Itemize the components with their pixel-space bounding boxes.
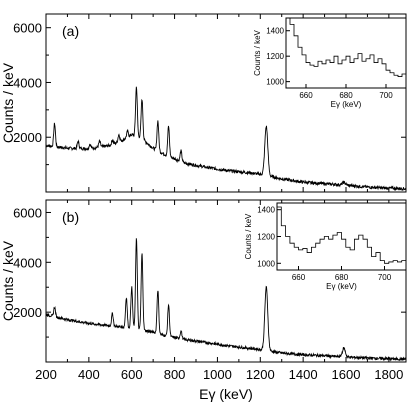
panel-b: 2000 4000 6000 200 400 600 800 1000 1200 1400 1600…: [0, 199, 407, 402]
inset-x-tick-label: 660: [292, 273, 306, 282]
inset-x-axis-label: Eγ (keV): [331, 100, 362, 109]
x-tick-label: 1000: [203, 367, 232, 382]
y-axis-label: Counts / keV: [0, 240, 16, 321]
x-tick-label: 600: [121, 367, 143, 382]
x-tick-label: 400: [78, 367, 100, 382]
inset-x-tick-label: 680: [339, 91, 353, 100]
panel-a: 2000 4000 6000 Counts / keV (a) 1000 1200 1400 6…: [0, 13, 407, 193]
inset-y-tick-label: 1200: [266, 52, 284, 61]
inset-y-tick-label: 1000: [257, 259, 275, 268]
y-tick-label: 4000: [13, 255, 42, 270]
inset-y-axis-label: Counts / keV: [244, 213, 253, 259]
x-tick-label: 1800: [374, 367, 403, 382]
inset-histogram-line: [286, 17, 406, 77]
inset-frame: [285, 17, 407, 89]
y-axis-label: Counts / keV: [0, 62, 16, 143]
x-tick-label: 1200: [246, 367, 275, 382]
inset-x-tick-label: 700: [379, 91, 393, 100]
x-axis-label: Eγ (keV): [199, 386, 253, 402]
panel-label: (a): [62, 23, 79, 39]
plot-frame: [45, 199, 407, 363]
inset-y-axis-label: Counts / keV: [253, 29, 262, 75]
inset-y-tick-label: 1400: [266, 27, 284, 36]
plot-frame: [45, 13, 407, 193]
inset-x-axis-label: Eγ (keV): [326, 282, 357, 291]
x-tick-label: 1400: [289, 367, 318, 382]
panel-label: (b): [62, 209, 79, 225]
y-tick-label: 6000: [13, 21, 42, 36]
y-tick-label: 2000: [13, 130, 42, 145]
inset-y-tick-label: 1400: [257, 206, 275, 215]
inset-x-tick-label: 660: [299, 91, 313, 100]
y-tick-label: 6000: [13, 205, 42, 220]
spectrum-line: [45, 86, 407, 192]
y-tick-label: 4000: [13, 75, 42, 90]
inset-x-tick-label: 700: [378, 273, 392, 282]
inset-x-tick-label: 680: [335, 273, 349, 282]
inset-y-tick-label: 1000: [266, 78, 284, 87]
x-tick-label: 800: [164, 367, 186, 382]
spectrum-line: [45, 238, 407, 362]
y-tick-label: 2000: [13, 305, 42, 320]
inset-y-tick-label: 1200: [257, 233, 275, 242]
x-tick-label: 200: [35, 367, 57, 382]
inset-histogram-line: [277, 206, 406, 264]
x-tick-label: 1600: [332, 367, 361, 382]
